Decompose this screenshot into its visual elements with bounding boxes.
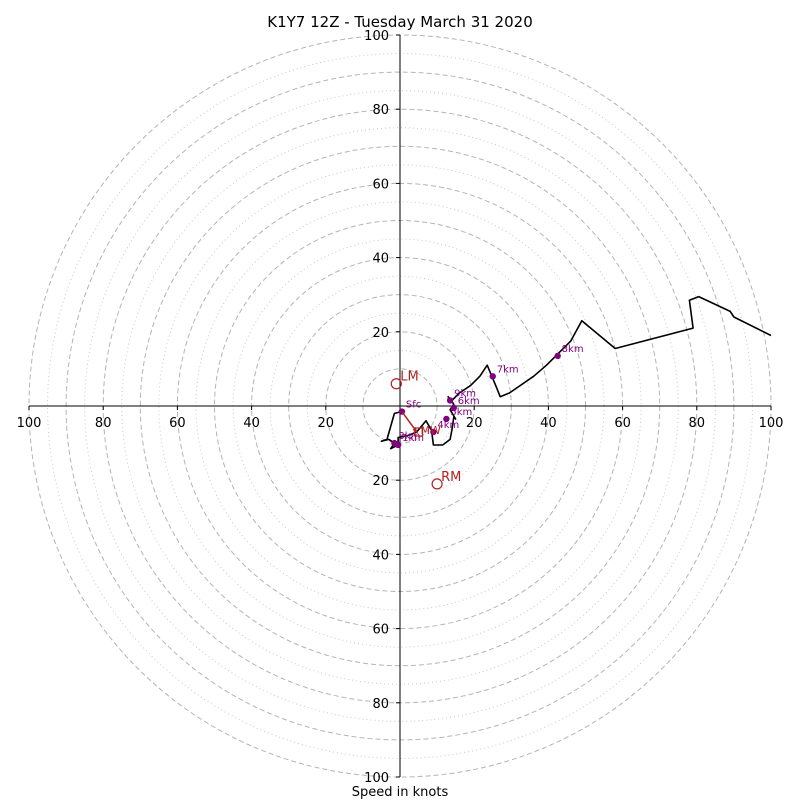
height-label-6km: 6km xyxy=(458,396,480,407)
rm-label: RM xyxy=(441,470,461,485)
y-tick-label: 80 xyxy=(372,697,389,712)
height-label-4km: 4km xyxy=(437,420,459,431)
y-tick-label: 40 xyxy=(372,252,389,267)
height-marker-7km xyxy=(489,373,496,380)
storm-motion-arrowhead xyxy=(412,427,418,433)
height-label-8km: 8km xyxy=(562,344,584,355)
y-tick-label: 60 xyxy=(372,177,389,192)
height-label-sfc: Sfc xyxy=(406,400,421,411)
x-tick-label: 20 xyxy=(318,416,335,431)
height-label-1km: 1km xyxy=(402,433,424,444)
axes xyxy=(29,35,771,777)
height-label-9km: 9km xyxy=(454,388,476,399)
height-label-5km: 5km xyxy=(450,407,472,418)
x-tick-label: 40 xyxy=(540,416,557,431)
x-tick-label: 60 xyxy=(614,416,631,431)
mw-marker xyxy=(413,427,424,437)
x-tick-label: 80 xyxy=(689,416,706,431)
chart-title: K1Y7 12Z - Tuesday March 31 2020 xyxy=(267,13,532,31)
x-tick-label: 100 xyxy=(17,416,42,431)
height-label-7km: 7km xyxy=(497,364,519,375)
y-tick-label: 40 xyxy=(372,548,389,563)
x-tick-label: 80 xyxy=(95,416,112,431)
x-tick-label: 100 xyxy=(759,416,784,431)
rm-marker xyxy=(431,478,443,490)
height-marker-3km xyxy=(391,439,398,447)
height-marker-6km xyxy=(450,404,457,412)
storm-motion-markers: LM RM MW xyxy=(390,370,461,490)
y-tick-label: 60 xyxy=(372,623,389,638)
x-tick-label: 20 xyxy=(466,416,483,431)
height-marker-4km xyxy=(430,428,437,436)
y-tick-label: 100 xyxy=(364,29,389,44)
height-marker-5km xyxy=(443,415,450,423)
y-tick-label: 80 xyxy=(372,103,389,118)
y-tick-label: 20 xyxy=(372,326,389,341)
x-axis-label: Speed in knots xyxy=(352,785,449,800)
height-marker-9km xyxy=(446,397,454,404)
height-marker-8km xyxy=(554,352,561,360)
height-label-3km: 3km xyxy=(398,431,420,442)
lm-marker xyxy=(390,378,402,390)
mw-label: MW xyxy=(421,424,441,437)
y-tick-label: 100 xyxy=(364,771,389,786)
tick-labels: 100 80 60 40 20 20 40 60 80 100 100 80 60 40 20 20 40 60 8… xyxy=(17,29,784,786)
lm-label: LM xyxy=(400,370,418,385)
x-tick-label: 60 xyxy=(169,416,186,431)
x-tick-label: 40 xyxy=(243,416,260,431)
y-tick-label: 20 xyxy=(372,474,389,489)
